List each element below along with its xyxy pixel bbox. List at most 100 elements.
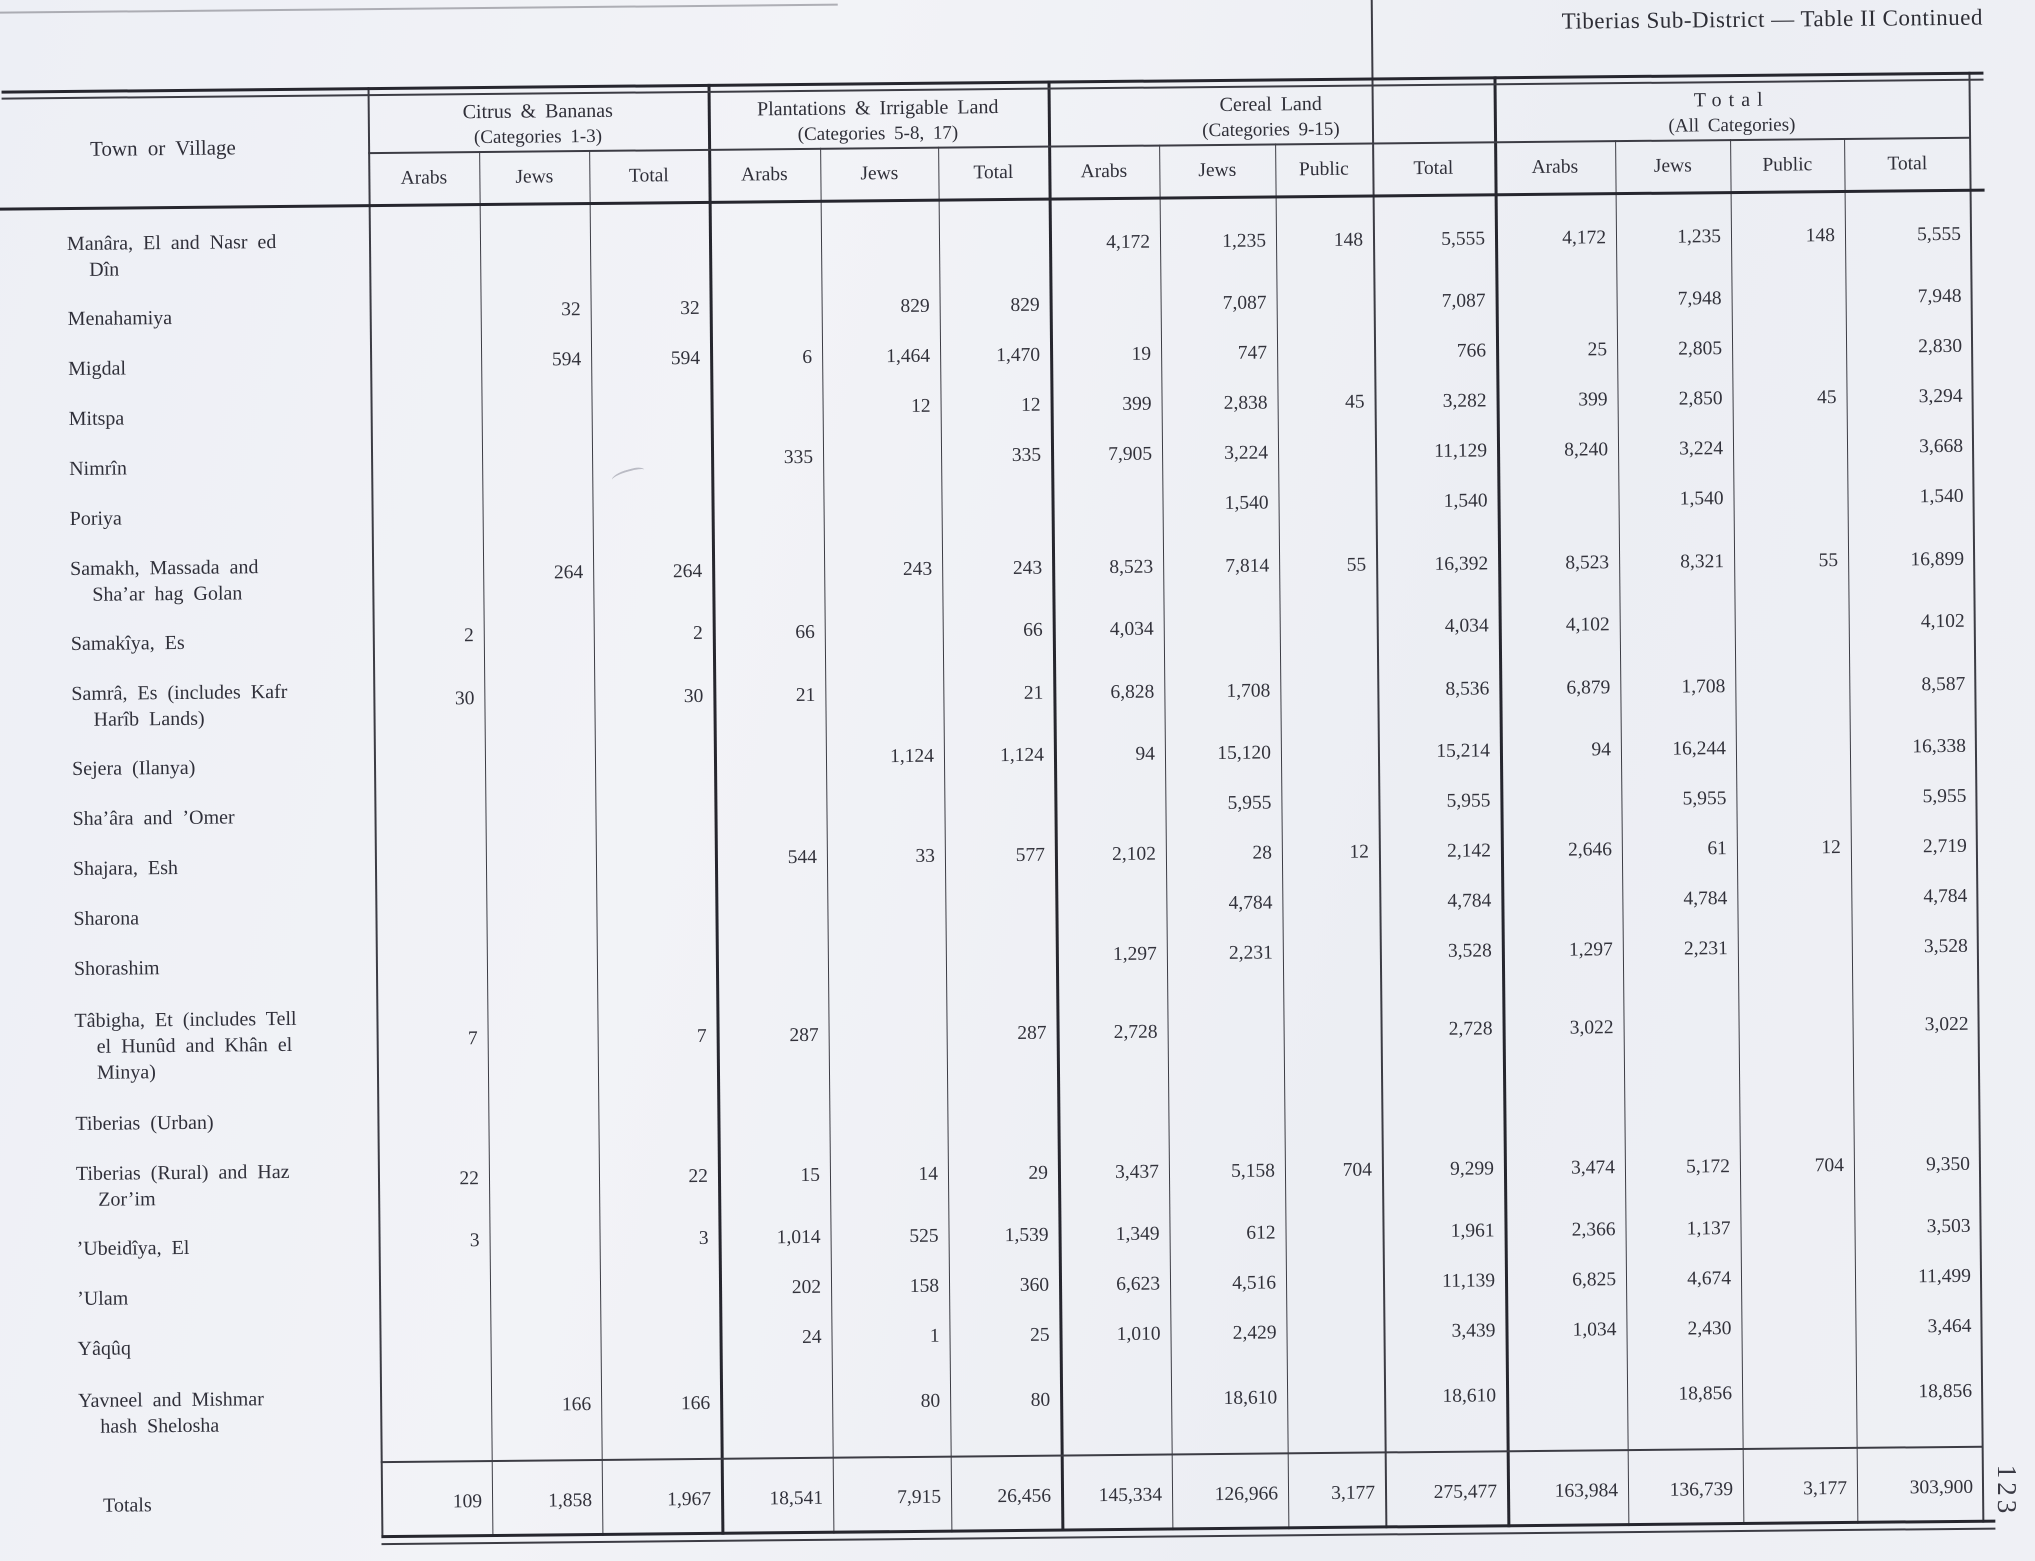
row-label-text: Sejera (Ilanya) <box>71 756 196 781</box>
cell: 4,784 <box>1683 888 1728 910</box>
cell: 7,948 <box>1917 285 1962 308</box>
totals-cell: 1,967 <box>667 1488 712 1511</box>
totals-cell: 136,739 <box>1669 1479 1734 1501</box>
cell: 5,172 <box>1685 1155 1731 1178</box>
column-header: Total <box>1413 157 1454 180</box>
row-label-text: Samakîya, Es <box>70 631 185 656</box>
cell: 202 <box>791 1276 822 1299</box>
cell: 16,244 <box>1672 738 1727 760</box>
cell: 8,523 <box>1109 556 1154 578</box>
cell: 360 <box>1019 1274 1050 1296</box>
column-header: Jews <box>1198 159 1237 182</box>
cell: 3,437 <box>1114 1161 1160 1183</box>
row-label-text: Poriya <box>69 507 122 531</box>
row-label: Manâra, El and Nasr ed Dîn <box>55 217 296 294</box>
cell: 18,856 <box>1678 1383 1733 1405</box>
row-label: Menahamiya <box>55 292 295 344</box>
row-label-text: Yâqûq <box>77 1337 132 1360</box>
cell: 1,540 <box>1679 488 1724 510</box>
cell: 2,838 <box>1223 392 1268 414</box>
cell: 1,961 <box>1450 1220 1495 1242</box>
cell: 243 <box>902 558 933 580</box>
cell: 2,719 <box>1922 835 1967 858</box>
grid-line <box>0 3 838 14</box>
cell: 7,905 <box>1108 443 1153 466</box>
row-label: Samrâ, Es (includes Kafr Harîb Lands) <box>59 667 300 744</box>
totals-cell: 275,477 <box>1433 1481 1498 1503</box>
cell: 7,948 <box>1677 288 1722 310</box>
cell: 55 <box>1346 554 1367 576</box>
page-number: 123 <box>1992 1464 2023 1518</box>
cell: 28 <box>1252 842 1273 864</box>
row-label-text: Yavneel and Mishmar hash Shelosha <box>78 1388 264 1438</box>
column-header: Arabs <box>1531 156 1579 178</box>
totals-cell: 3,177 <box>1803 1477 1848 1500</box>
cell: 287 <box>1017 1022 1047 1044</box>
column-header: Public <box>1762 154 1813 176</box>
row-label: Sharona <box>61 892 301 944</box>
cell: 3,439 <box>1451 1320 1496 1342</box>
grid-line <box>707 83 725 1535</box>
cell: 1,540 <box>1919 485 1964 508</box>
column-header: Jews <box>515 166 554 188</box>
cell: 4,516 <box>1232 1272 1277 1294</box>
row-label: Poriya <box>57 492 297 544</box>
cell: 16,338 <box>1912 735 1967 758</box>
cell: 8,523 <box>1565 551 1610 574</box>
row-label-text: Shorashim <box>73 957 160 980</box>
cell: 3,022 <box>1569 1016 1614 1039</box>
cell: 2,728 <box>1448 1017 1493 1040</box>
cell: 9,350 <box>1925 1153 1971 1175</box>
cell: 3,668 <box>1919 435 1964 458</box>
cell: 2,366 <box>1571 1219 1616 1241</box>
cell: 612 <box>1246 1222 1276 1244</box>
cell: 525 <box>909 1225 939 1247</box>
row-label: Tiberias (Urban) <box>63 1097 303 1149</box>
cell: 30 <box>683 685 704 707</box>
cell: 335 <box>1011 444 1042 466</box>
cell: 8,587 <box>1921 673 1966 695</box>
cell: 2,646 <box>1567 839 1612 861</box>
cell: 704 <box>1814 1154 1845 1176</box>
cell: 7,087 <box>1441 290 1486 312</box>
row-label: Nimrîn <box>57 442 297 494</box>
cell: 5,955 <box>1446 790 1491 812</box>
cell: 2,429 <box>1232 1322 1277 1344</box>
cell: 30 <box>454 687 475 709</box>
cell: 32 <box>561 299 581 321</box>
row-label-text: Migdal <box>68 357 127 381</box>
cell: 3,474 <box>1570 1156 1616 1179</box>
cell: 4,102 <box>1565 614 1610 636</box>
group-header: Total (All Categories) <box>1494 85 1970 142</box>
cell: 4,172 <box>1106 231 1151 253</box>
cell: 4,674 <box>1687 1268 1732 1290</box>
cell: 594 <box>551 349 582 371</box>
cell: 7,814 <box>1225 555 1270 577</box>
row-label: Samakîya, Es <box>59 617 299 669</box>
cell: 399 <box>1122 393 1152 415</box>
cell: 335 <box>783 446 814 469</box>
cell: 148 <box>1805 224 1836 246</box>
cell: 148 <box>1333 229 1364 251</box>
column-header: Jews <box>1653 155 1692 177</box>
group-header: Plantations & Irrigable Land (Categories … <box>708 94 1048 149</box>
row-label: ’Ubeidîya, El <box>64 1222 304 1274</box>
row-label: Shorashim <box>62 942 302 994</box>
cell: 3 <box>469 1230 480 1252</box>
cell: 15,214 <box>1436 740 1491 762</box>
row-label-text: Mitspa <box>68 407 125 431</box>
column-header: Arabs <box>1080 160 1128 183</box>
cell: 1,137 <box>1686 1218 1731 1240</box>
row-label-text: Samakh, Massada and Sha’ar hag Golan <box>70 555 259 606</box>
row-label-text: Sharona <box>73 907 140 930</box>
cell: 1,034 <box>1572 1319 1617 1341</box>
cell: 4,034 <box>1444 615 1489 637</box>
row-label: Tiberias (Rural) and Haz Zor’im <box>64 1147 305 1224</box>
cell: 704 <box>1342 1159 1373 1181</box>
cell: 12 <box>911 395 931 417</box>
cell: 1,708 <box>1681 675 1726 698</box>
cell: 4,784 <box>1228 892 1273 914</box>
row-label-text: ’Ubeidîya, El <box>76 1236 190 1260</box>
cell: 2,850 <box>1678 388 1723 410</box>
